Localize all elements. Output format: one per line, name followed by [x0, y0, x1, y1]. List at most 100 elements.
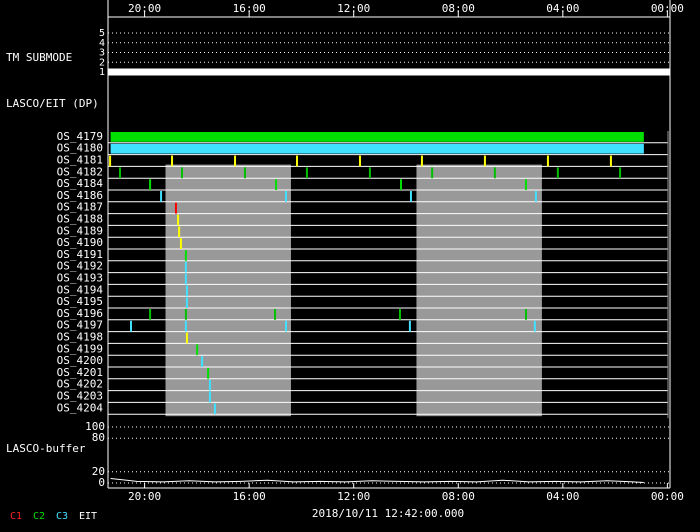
row-label: OS_4203	[57, 390, 103, 403]
row-label: OS_4189	[57, 224, 103, 237]
panel-title: LASCO-buffer	[6, 442, 86, 455]
event-tick	[431, 167, 434, 179]
event-tick	[609, 155, 612, 167]
row-label: OS_4181	[57, 154, 103, 167]
row-label: OS_4179	[57, 130, 103, 143]
legend-entry: C1	[10, 511, 22, 522]
legend-entry: EIT	[79, 511, 97, 522]
event-tick	[196, 344, 199, 356]
event-tick	[185, 297, 188, 308]
event-tick	[207, 368, 210, 379]
row-label: OS_4190	[57, 236, 103, 249]
event-tick	[178, 226, 181, 238]
event-tick	[185, 332, 188, 344]
row-label: OS_4202	[57, 378, 103, 391]
event-tick	[534, 191, 537, 202]
row-label: OS_4187	[57, 201, 103, 214]
x-tick-label: 20:00	[128, 2, 161, 15]
panel-title: TM SUBMODE	[6, 51, 72, 64]
event-tick	[149, 309, 152, 320]
row-label: OS_4201	[57, 366, 103, 379]
event-tick	[285, 191, 288, 202]
event-tick	[524, 179, 527, 190]
y-tick-label: 100	[85, 420, 105, 433]
event-tick	[177, 214, 180, 226]
row-label: OS_4192	[57, 260, 103, 273]
event-tick	[208, 379, 211, 391]
event-tick	[130, 320, 133, 332]
row-label: OS_4199	[57, 342, 103, 355]
x-tick-label: 00:00	[651, 490, 684, 503]
event-tick	[493, 167, 496, 179]
row-label: OS_4194	[57, 283, 104, 296]
row-label: OS_4180	[57, 142, 103, 155]
event-tick	[213, 403, 216, 415]
event-tick	[185, 285, 188, 297]
event-tick	[184, 309, 187, 320]
event-tick	[119, 167, 122, 179]
timestamp: 2018/10/11 12:42:00.000	[312, 507, 464, 520]
y-tick-label: 2	[99, 57, 105, 68]
event-tick	[358, 155, 361, 167]
event-tick	[149, 179, 152, 190]
event-tick	[524, 309, 527, 320]
event-tick	[160, 191, 163, 202]
shaded-region	[416, 164, 542, 417]
event-tick	[398, 309, 401, 320]
event-tick	[285, 320, 288, 332]
event-tick	[400, 179, 403, 190]
event-tick	[408, 320, 411, 332]
y-tick-label: 0	[98, 476, 105, 489]
x-tick-label: 16:00	[233, 490, 266, 503]
event-tick	[619, 167, 622, 179]
row-label: OS_4204	[57, 401, 104, 414]
event-tick	[184, 261, 187, 273]
y-tick-label: 4	[99, 38, 105, 49]
row-label: OS_4188	[57, 213, 103, 226]
x-tick-label: 16:00	[233, 2, 266, 15]
event-tick	[201, 356, 204, 367]
event-tick	[533, 320, 536, 332]
legend-entry: C3	[56, 511, 68, 522]
event-tick	[483, 155, 486, 167]
row-label: OS_4186	[57, 189, 103, 202]
x-tick-label: 12:00	[337, 2, 370, 15]
event-tick	[420, 155, 423, 167]
x-tick-label: 04:00	[546, 2, 579, 15]
x-tick-label: 00:00	[651, 2, 684, 15]
event-tick	[275, 179, 278, 190]
event-tick	[295, 155, 298, 167]
row-label: OS_4196	[57, 307, 103, 320]
event-tick	[174, 202, 177, 214]
event-tick	[234, 155, 237, 167]
row-label: OS_4182	[57, 165, 103, 178]
x-tick-label: 08:00	[442, 490, 475, 503]
row-label: OS_4200	[57, 354, 103, 367]
event-tick	[180, 167, 183, 179]
event-tick	[409, 191, 412, 202]
event-tick	[184, 320, 187, 332]
event-tick	[243, 167, 246, 179]
row-label: OS_4197	[57, 319, 103, 332]
event-tick	[546, 155, 549, 167]
buffer-line	[110, 478, 644, 483]
y-tick-label: 20	[92, 465, 105, 478]
event-tick	[171, 155, 174, 167]
y-tick-label: 1	[99, 67, 105, 78]
event-tick	[109, 155, 112, 167]
legend-entry: C2	[33, 511, 45, 522]
x-tick-label: 04:00	[546, 490, 579, 503]
event-tick	[274, 309, 277, 320]
event-tick	[305, 167, 308, 179]
row-label: OS_4195	[57, 295, 103, 308]
x-tick-label: 20:00	[128, 490, 161, 503]
row-label: OS_4198	[57, 331, 103, 344]
x-tick-label: 12:00	[337, 490, 370, 503]
x-tick-label: 08:00	[442, 2, 475, 15]
y-tick-label: 5	[99, 28, 105, 39]
event-tick	[368, 167, 371, 179]
row-label: OS_4193	[57, 272, 103, 285]
y-tick-label: 3	[99, 48, 105, 59]
